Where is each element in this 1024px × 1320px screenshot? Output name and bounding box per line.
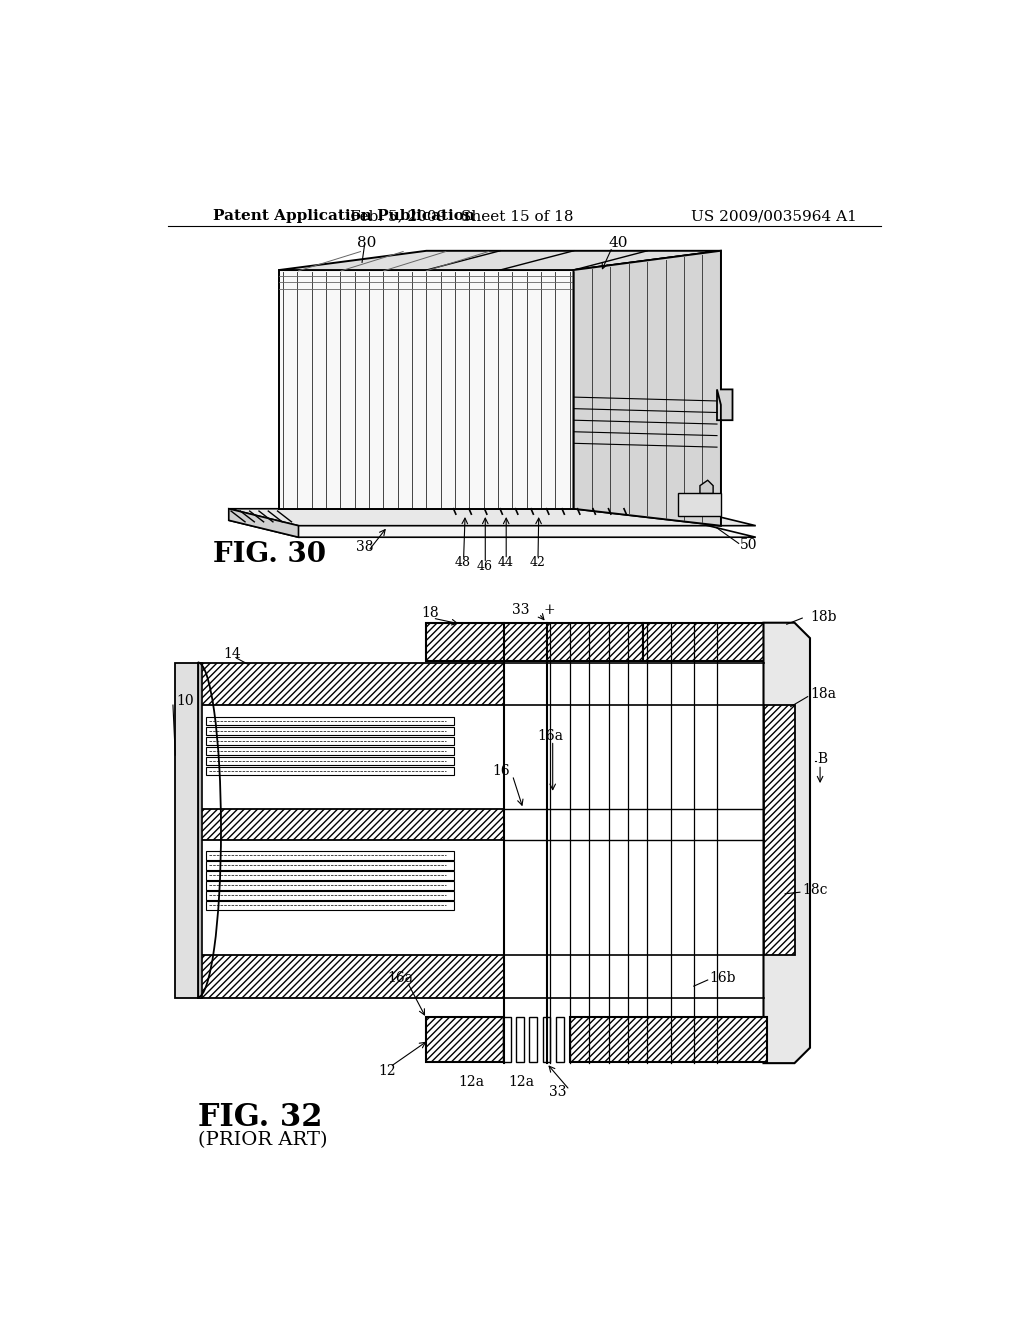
Bar <box>426 623 643 661</box>
Bar <box>206 851 454 859</box>
Text: 46: 46 <box>476 560 493 573</box>
Bar <box>569 1016 767 1061</box>
Bar <box>516 1016 524 1061</box>
Bar <box>198 809 504 840</box>
Text: 16: 16 <box>493 763 510 777</box>
Polygon shape <box>280 251 721 271</box>
Polygon shape <box>228 508 299 537</box>
Bar <box>426 1016 504 1061</box>
Bar <box>543 1016 550 1061</box>
Bar <box>678 494 721 516</box>
Text: Feb. 5, 2009   Sheet 15 of 18: Feb. 5, 2009 Sheet 15 of 18 <box>349 209 573 223</box>
Text: 14: 14 <box>224 647 242 660</box>
Text: US 2009/0035964 A1: US 2009/0035964 A1 <box>690 209 856 223</box>
Text: 42: 42 <box>529 556 545 569</box>
Bar <box>206 737 454 744</box>
Text: 10: 10 <box>176 694 194 709</box>
Polygon shape <box>764 623 810 1063</box>
Text: 18c: 18c <box>802 883 827 896</box>
Polygon shape <box>573 251 732 525</box>
Text: (PRIOR ART): (PRIOR ART) <box>198 1131 328 1150</box>
Text: 12: 12 <box>379 1064 396 1078</box>
Text: 33: 33 <box>512 603 529 618</box>
Bar <box>198 663 504 705</box>
Bar <box>206 726 454 735</box>
Bar <box>764 705 795 956</box>
Text: Patent Application Publication: Patent Application Publication <box>213 209 475 223</box>
Text: 40: 40 <box>608 236 628 249</box>
Text: 38: 38 <box>355 540 373 554</box>
Polygon shape <box>228 508 756 525</box>
Bar <box>206 871 454 880</box>
Text: 16b: 16b <box>710 972 736 986</box>
Text: 12a: 12a <box>509 1076 535 1089</box>
Polygon shape <box>198 663 202 998</box>
Bar <box>206 767 454 775</box>
Text: 18: 18 <box>422 606 439 620</box>
Bar <box>206 862 454 870</box>
Text: 16a: 16a <box>388 972 414 986</box>
Bar <box>643 623 764 661</box>
Text: 18b: 18b <box>810 610 837 623</box>
Polygon shape <box>280 271 573 508</box>
Polygon shape <box>700 480 713 494</box>
Bar <box>198 956 504 998</box>
Text: B: B <box>818 752 827 766</box>
Bar <box>206 717 454 725</box>
Text: FIG. 30: FIG. 30 <box>213 541 327 569</box>
Bar <box>206 882 454 890</box>
Text: 50: 50 <box>740 539 758 552</box>
Bar <box>206 902 454 909</box>
Polygon shape <box>228 520 756 537</box>
Polygon shape <box>174 663 198 998</box>
Bar <box>503 1016 511 1061</box>
Text: 18a: 18a <box>810 686 836 701</box>
Text: 48: 48 <box>455 556 471 569</box>
Bar <box>206 891 454 900</box>
Text: +: + <box>544 603 555 618</box>
Text: FIG. 32: FIG. 32 <box>198 1102 323 1133</box>
Text: 44: 44 <box>498 556 513 569</box>
Polygon shape <box>573 251 721 525</box>
Bar <box>529 1016 538 1061</box>
Text: 80: 80 <box>356 236 376 249</box>
Text: 12a: 12a <box>459 1076 484 1089</box>
Text: 33: 33 <box>549 1085 566 1100</box>
Bar <box>556 1016 563 1061</box>
Bar <box>206 756 454 766</box>
Bar <box>206 747 454 755</box>
Text: 16a: 16a <box>538 729 563 743</box>
